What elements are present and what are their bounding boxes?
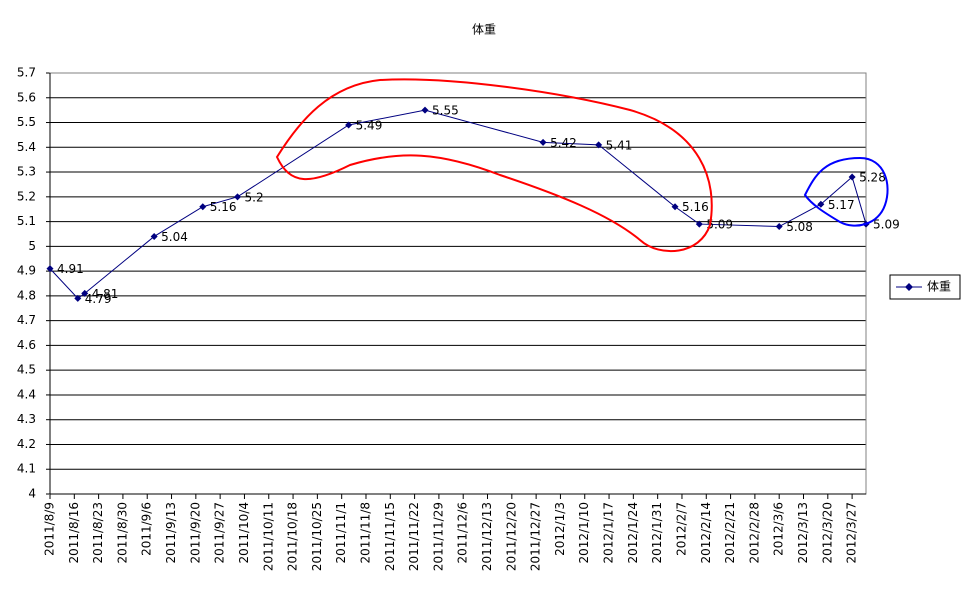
x-tick-label: 2011/11/8 <box>358 502 372 564</box>
x-tick-label: 2011/10/11 <box>261 502 275 571</box>
x-tick-label: 2011/8/23 <box>91 502 105 564</box>
data-label: 4.91 <box>57 262 84 276</box>
data-point <box>421 106 429 114</box>
x-tick-label: 2011/8/9 <box>43 502 57 556</box>
data-label: 5.09 <box>706 218 733 232</box>
x-tick-label: 2011/12/13 <box>480 502 494 571</box>
plot-area: 4 4.1 4.2 4.3 4.4 4.5 4.6 4.7 4.8 4.9 5 5.1 5.2 5.3 5.… <box>17 66 900 572</box>
x-tick-label: 2012/3/13 <box>796 502 810 564</box>
series-line <box>49 109 867 300</box>
x-tick-label: 2012/1/10 <box>577 502 591 564</box>
x-tick-label: 2011/11/29 <box>431 502 445 571</box>
data-label: 5.42 <box>550 136 577 150</box>
x-tick-label: 2012/3/27 <box>845 502 859 564</box>
x-tick-label: 2011/12/6 <box>456 502 470 564</box>
y-tick-label: 4.8 <box>17 288 36 302</box>
x-tick-label: 2011/11/1 <box>334 502 348 564</box>
y-tick-label: 4.4 <box>17 387 36 401</box>
data-label: 4.79 <box>85 292 112 306</box>
x-tick-label: 2011/8/16 <box>67 502 81 564</box>
data-label: 5.17 <box>828 198 855 212</box>
x-tick-label: 2011/10/25 <box>310 502 324 571</box>
legend-label: 体重 <box>927 280 951 294</box>
data-point <box>595 141 603 149</box>
x-tick-label: 2011/12/20 <box>504 502 518 571</box>
data-point <box>671 203 679 211</box>
y-tick-label: 4.6 <box>17 338 36 352</box>
data-point <box>74 294 82 302</box>
data-point <box>81 289 89 297</box>
data-point <box>539 138 547 146</box>
data-label: 5.16 <box>682 200 709 214</box>
data-label: 5.49 <box>356 119 383 133</box>
data-label: 5.09 <box>873 218 900 232</box>
data-label: 5.55 <box>432 104 459 118</box>
y-tick-label: 4.1 <box>17 462 36 476</box>
y-tick-label: 4.9 <box>17 264 36 278</box>
y-tick-label: 4 <box>28 487 36 501</box>
x-tick-label: 2011/8/30 <box>115 502 129 564</box>
x-tick-label: 2011/9/6 <box>140 502 154 556</box>
data-point <box>695 220 703 228</box>
x-tick-label: 2012/3/6 <box>772 502 786 556</box>
y-tick-label: 5.5 <box>17 115 36 129</box>
y-tick-label: 5.2 <box>17 189 36 203</box>
x-tick-label: 2012/1/17 <box>602 502 616 564</box>
data-label: 5.08 <box>786 220 813 234</box>
chart-title: 体重 <box>472 23 496 37</box>
data-point <box>46 265 54 273</box>
x-tick-label: 2011/9/13 <box>164 502 178 564</box>
x-tick-label: 2012/2/7 <box>674 502 688 556</box>
data-point <box>848 173 856 181</box>
y-tick-label: 5.3 <box>17 165 36 179</box>
data-label: 5.28 <box>859 171 886 185</box>
data-label: 4.81 <box>92 287 119 301</box>
legend: 体重 <box>889 274 961 300</box>
x-tick-label: 2012/1/24 <box>626 502 640 564</box>
data-label: 5.04 <box>161 230 188 244</box>
x-tick-label: 2011/12/27 <box>529 502 543 571</box>
data-point <box>817 200 825 208</box>
y-tick-label: 4.7 <box>17 313 36 327</box>
data-point <box>150 232 158 240</box>
legend-marker <box>905 283 913 291</box>
x-tick-label: 2011/10/4 <box>237 502 251 564</box>
x-tick-label: 2011/11/15 <box>383 502 397 571</box>
data-point <box>234 193 242 201</box>
blue-annotation-loop <box>803 156 889 227</box>
y-tick-label: 4.5 <box>17 363 36 377</box>
y-tick-label: 5.1 <box>17 214 36 228</box>
x-tick-label: 2012/2/14 <box>699 502 713 564</box>
y-tick-label: 4.3 <box>17 412 36 426</box>
y-tick-label: 5.4 <box>17 140 36 154</box>
x-tick-label: 2011/9/27 <box>213 502 227 564</box>
x-tick-label: 2012/2/21 <box>723 502 737 564</box>
x-tick-label: 2012/1/31 <box>650 502 664 564</box>
x-tick-label: 2011/10/18 <box>286 502 300 571</box>
x-tick-label: 2012/1/3 <box>553 502 567 556</box>
y-tick-label: 4.2 <box>17 437 36 451</box>
data-point <box>775 223 783 231</box>
x-tick-label: 2012/2/28 <box>747 502 761 564</box>
data-label: 5.16 <box>210 200 237 214</box>
red-annotation-loop <box>275 78 713 253</box>
data-label: 5.41 <box>606 138 633 152</box>
x-tick-label: 2011/11/22 <box>407 502 421 571</box>
y-tick-label: 5.7 <box>17 66 36 80</box>
data-label: 5.2 <box>245 190 264 204</box>
data-point <box>345 121 353 129</box>
y-tick-label: 5 <box>28 239 36 253</box>
x-tick-label: 2011/9/20 <box>188 502 202 564</box>
x-tick-label: 2012/3/20 <box>820 502 834 564</box>
y-tick-label: 5.6 <box>17 90 36 104</box>
data-point <box>199 203 207 211</box>
